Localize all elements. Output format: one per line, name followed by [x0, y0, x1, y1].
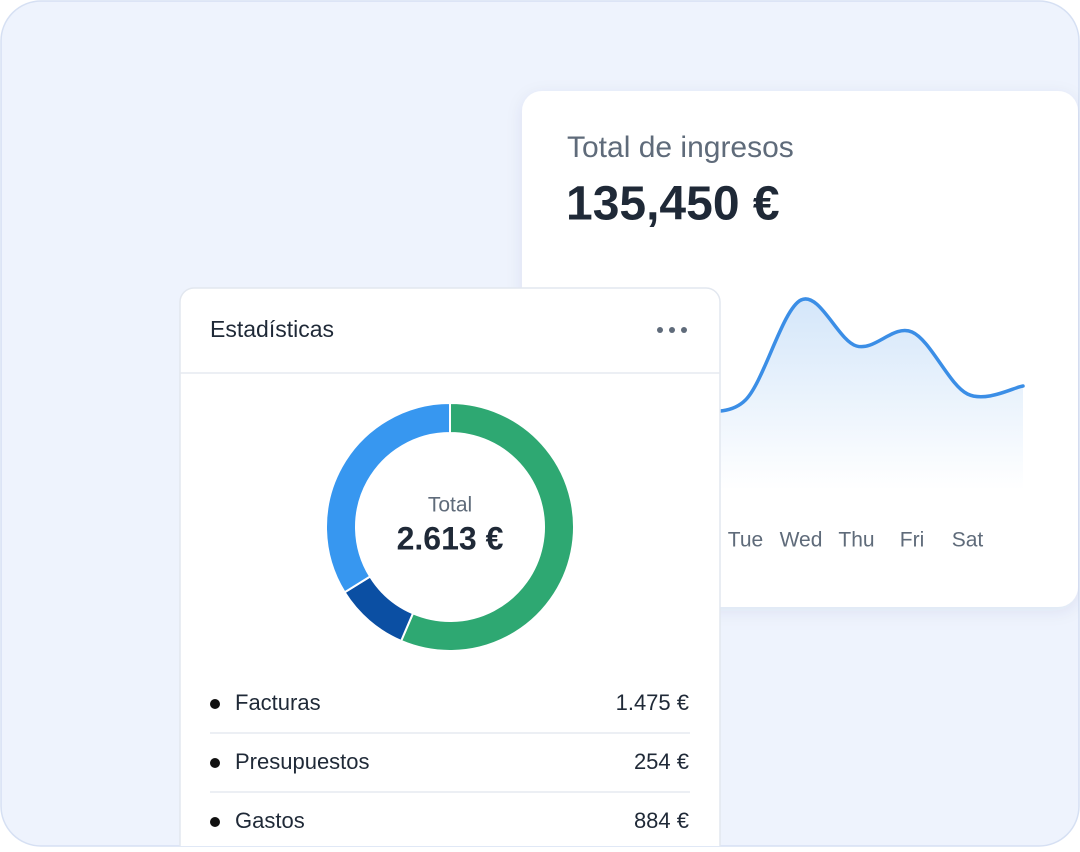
x-tick-label: Thu	[838, 529, 874, 552]
x-tick-label: Fri	[900, 529, 925, 552]
legend-bullet	[210, 699, 220, 709]
card-title: Total de ingresos	[567, 131, 794, 164]
x-tick-label: Tue	[728, 529, 763, 552]
card-background	[179, 287, 721, 846]
statistics-card: Estadísticas Total 2.613 € Facturas 1.475…	[179, 287, 721, 846]
dot	[657, 327, 663, 333]
legend-bullet	[210, 817, 220, 827]
donut-segment	[325, 401, 451, 594]
legend-bullet	[210, 758, 220, 768]
donut-center-label: Total	[428, 494, 472, 517]
more-button[interactable]	[657, 327, 687, 333]
legend-value: 884 €	[634, 808, 689, 833]
donut-segment	[399, 401, 575, 652]
donut-center-value: 2.613 €	[397, 520, 504, 556]
legend-label: Facturas	[235, 690, 321, 715]
x-tick-label: Wed	[780, 529, 823, 552]
revenue-line	[688, 297, 1025, 413]
dot	[669, 327, 675, 333]
dot	[681, 327, 687, 333]
x-tick-label: Sat	[952, 529, 984, 552]
legend-label: Gastos	[235, 808, 305, 833]
content: Total de ingresos 135,450 € Tue Wed Thu Fri…	[179, 91, 1078, 846]
legend-value: 254 €	[634, 749, 689, 774]
legend-value: 1.475 €	[616, 690, 689, 715]
headline-value: 135,450 €	[566, 178, 780, 231]
legend-label: Presupuestos	[235, 749, 370, 774]
card-title: Estadísticas	[210, 316, 334, 342]
